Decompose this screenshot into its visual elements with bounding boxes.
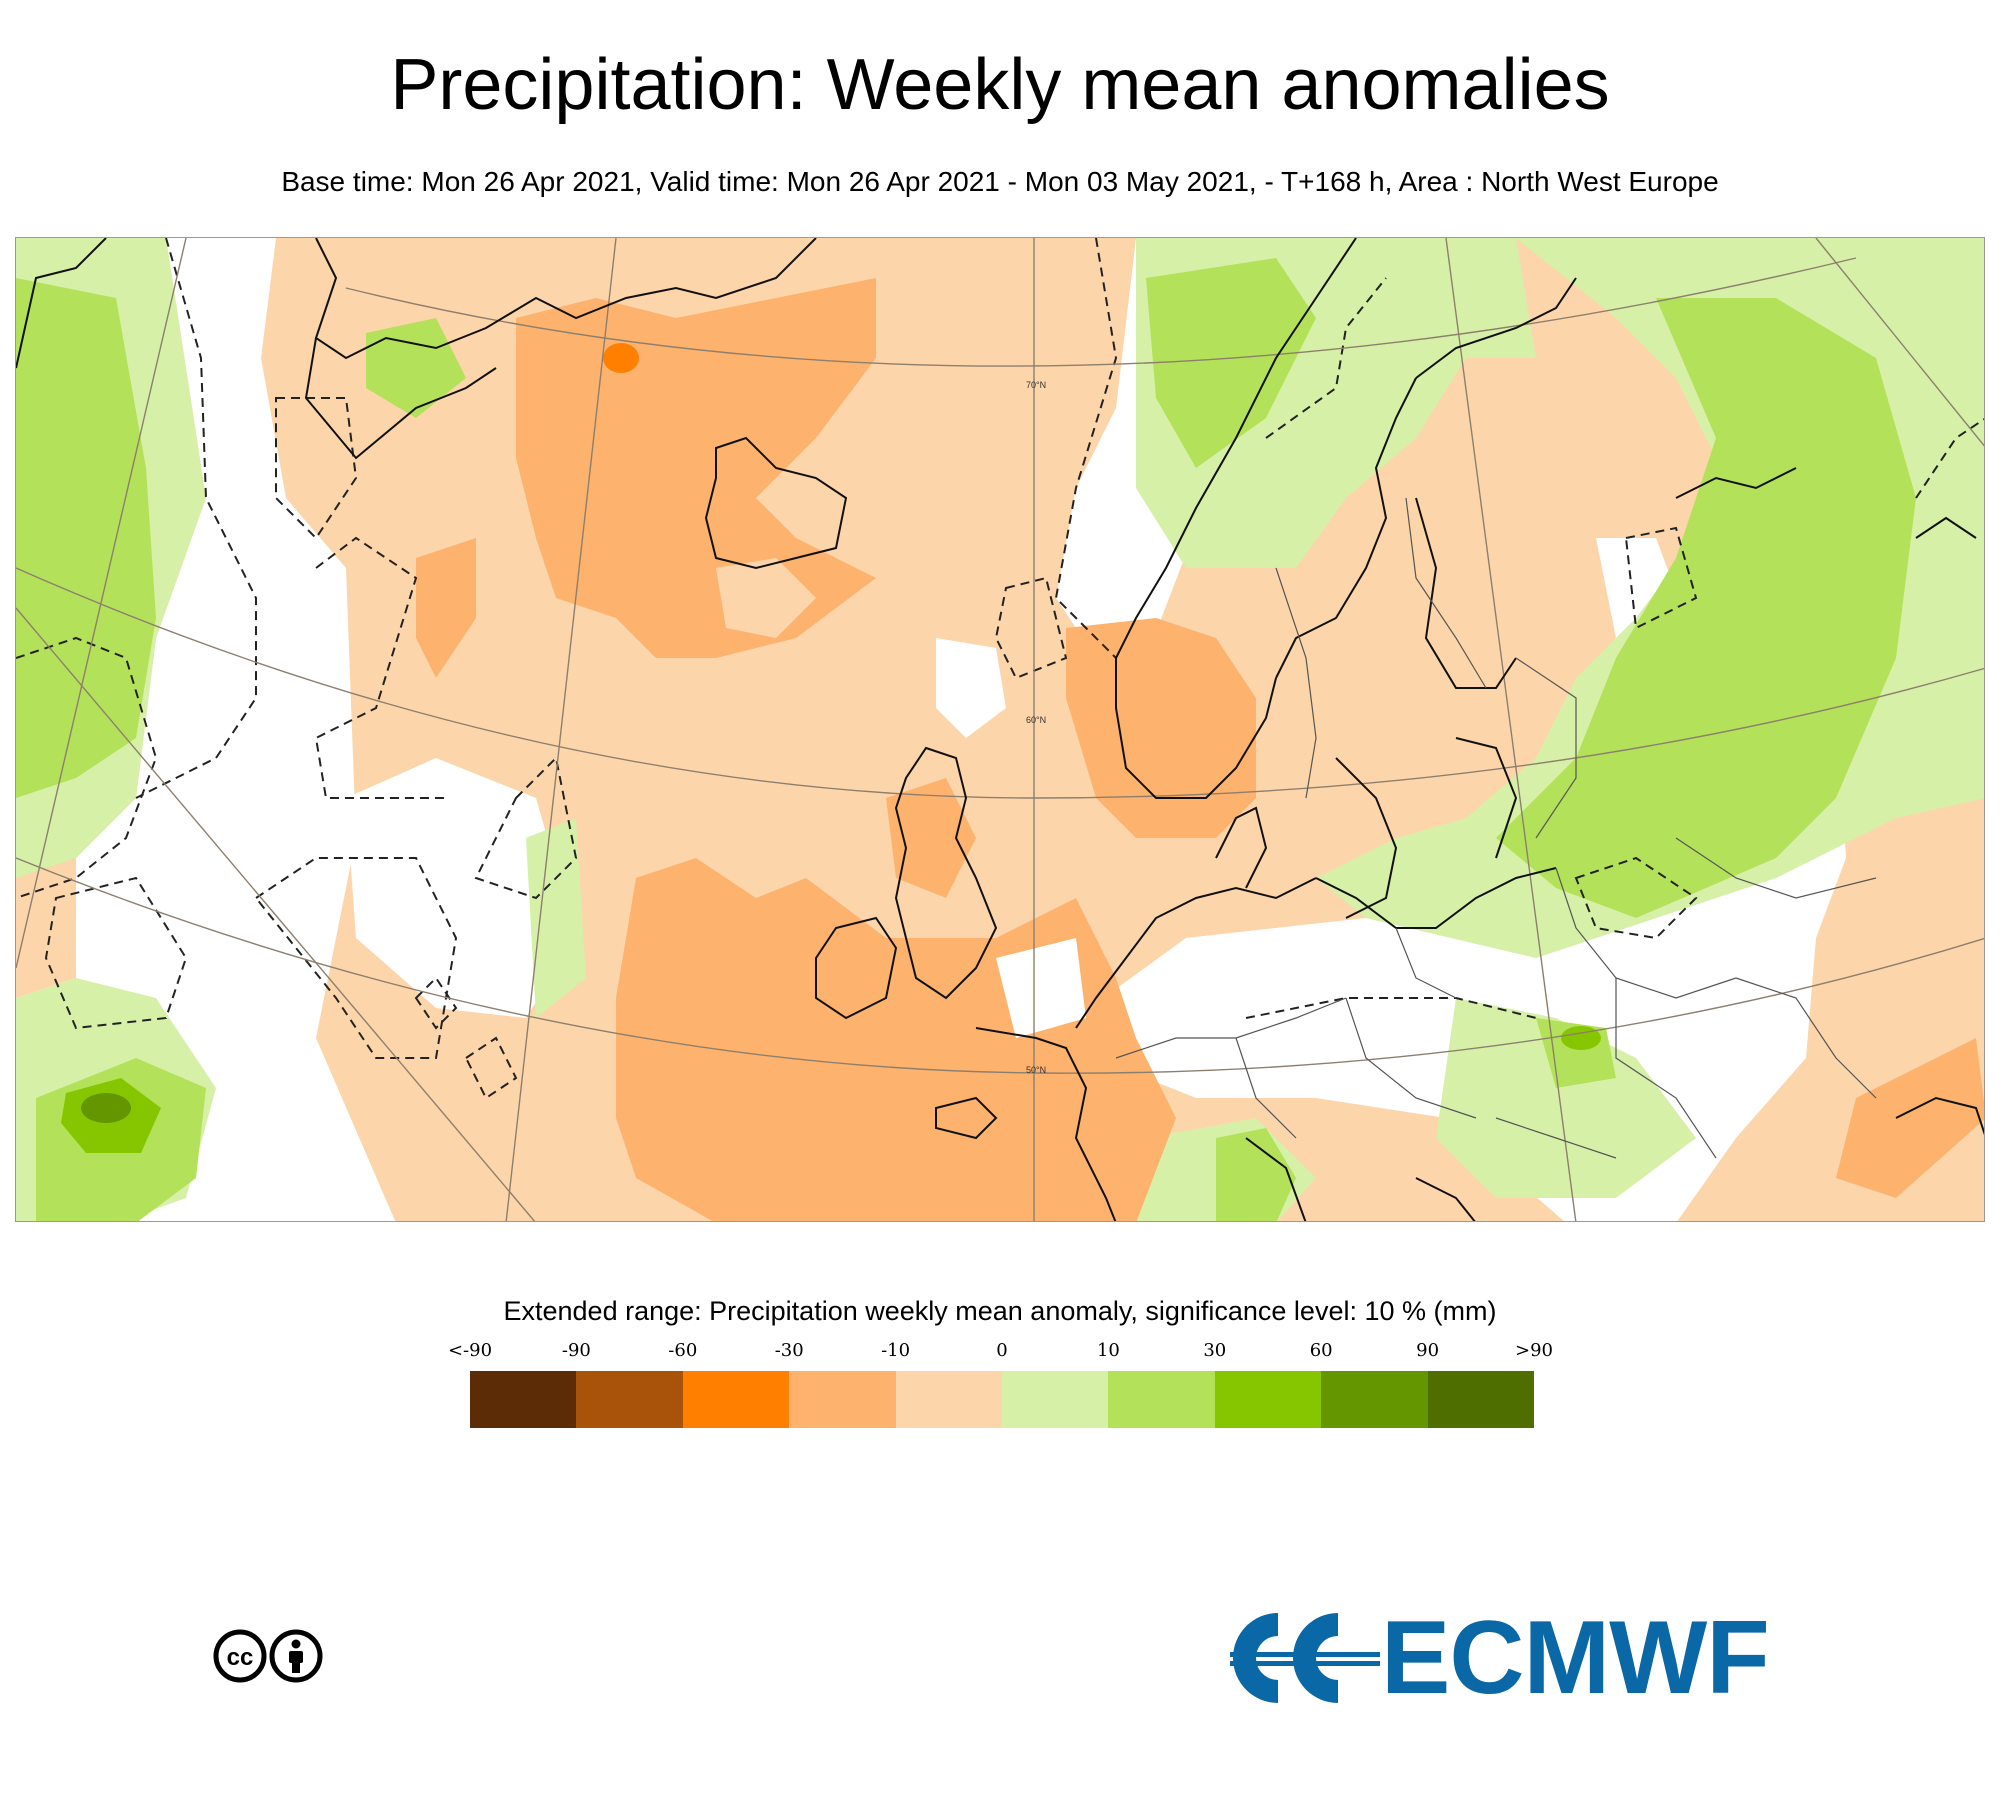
region-lightgreen-alps <box>1436 998 1696 1198</box>
region-green-north-norway <box>1146 258 1316 468</box>
coastlines <box>16 238 1984 1221</box>
region-green-greenland <box>16 278 156 798</box>
anomaly-map: 70°N 60°N 50°N <box>15 237 1985 1222</box>
country-borders <box>1115 497 1877 1159</box>
region-white-atlantic <box>346 758 576 1018</box>
region-darkgreen-core <box>81 1093 131 1123</box>
legend-swatch <box>1427 1371 1535 1428</box>
chart-subtitle: Base time: Mon 26 Apr 2021, Valid time: … <box>281 166 1719 197</box>
region-lightgreen-midatlantic <box>526 818 586 1018</box>
graticule <box>16 238 1984 1221</box>
legend-label: <-90 <box>447 1340 493 1361</box>
legend-label: 0 <box>996 1340 1008 1361</box>
chart-title: Precipitation: Weekly mean anomalies <box>390 45 1610 125</box>
svg-text:cc: cc <box>227 1644 254 1671</box>
legend-title: Extended range: Precipitation weekly mea… <box>503 1296 1497 1326</box>
cc-by-logo: cc <box>213 1629 323 1683</box>
legend-swatch <box>470 1371 577 1428</box>
region-white-north-sea-south <box>996 938 1086 1038</box>
legend-colorbar <box>470 1371 1535 1428</box>
legend-label: >90 <box>1515 1340 1553 1361</box>
legend-label: -10 <box>881 1340 911 1361</box>
legend-swatch <box>682 1371 790 1428</box>
lat-label-60: 60°N <box>1026 715 1046 725</box>
legend-labels: <-90 -90 -60 -30 -10 0 10 30 60 90 >90 <box>448 1340 1553 1364</box>
region-green-east-greenland <box>366 318 466 418</box>
map-canvas: 70°N 60°N 50°N <box>16 238 1984 1221</box>
legend-label: -30 <box>774 1340 804 1361</box>
region-iceland-interior <box>716 558 816 638</box>
ecmwf-logo <box>1230 1613 1380 1703</box>
region-white-scotland <box>936 638 1006 738</box>
legend-swatch <box>1214 1371 1322 1428</box>
region-orange-iceland <box>516 278 876 658</box>
ecmwf-wordmark: ECMWF <box>1381 1600 1770 1716</box>
legend-swatch <box>1321 1371 1428 1428</box>
legend-label: 60 <box>1309 1340 1333 1361</box>
legend-label: 10 <box>1096 1340 1120 1361</box>
region-white-west <box>16 238 396 1221</box>
region-brightgreen-carpathians <box>1561 1026 1601 1050</box>
lat-label-70: 70°N <box>1026 380 1046 390</box>
region-orange-britain <box>886 778 976 898</box>
legend-label: -60 <box>668 1340 698 1361</box>
legend-label: 90 <box>1416 1340 1440 1361</box>
legend-label: -90 <box>561 1340 591 1361</box>
region-strongorange-spot <box>603 343 639 373</box>
region-white-central-europe <box>897 798 1984 1221</box>
lat-label-50: 50°N <box>1026 1065 1046 1075</box>
region-green-russia <box>1496 298 1916 918</box>
legend-swatch <box>789 1371 896 1428</box>
legend-swatch <box>1002 1371 1109 1428</box>
legend-swatch <box>1108 1371 1215 1428</box>
region-orange-east <box>1836 1038 1984 1198</box>
legend-swatch <box>576 1371 683 1428</box>
region-orange-southern-norway <box>1066 618 1256 838</box>
legend-label: 30 <box>1203 1340 1227 1361</box>
ecmwf-symbol-icon <box>1230 1613 1380 1703</box>
significance-contours <box>16 238 1984 1100</box>
region-orange-west-atlantic <box>416 538 476 678</box>
cc-icon <box>213 1629 267 1683</box>
legend-swatch <box>895 1371 1003 1428</box>
region-green-italy <box>1216 1128 1296 1221</box>
